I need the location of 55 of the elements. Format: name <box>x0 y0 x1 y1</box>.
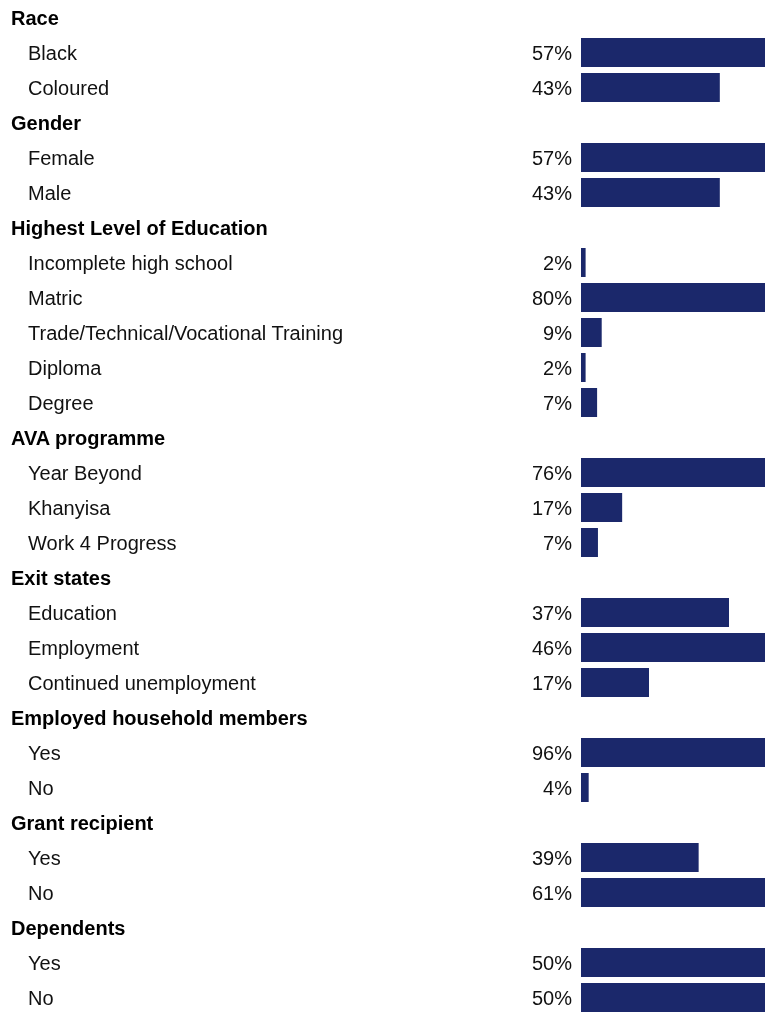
data-label: 17% <box>531 496 573 519</box>
y-tick-label: Female <box>28 146 95 169</box>
data-label: 57% <box>531 41 573 64</box>
data-label: 7% <box>543 531 573 554</box>
text: Dependents <box>11 916 126 939</box>
y-tick-label: Yes <box>28 741 61 764</box>
data-label: 17% <box>531 671 573 694</box>
data-label: 43% <box>531 76 573 99</box>
data-label: 2% <box>543 356 573 379</box>
y-tick-label: Khanyisa <box>28 496 112 519</box>
y-tick-label: Education <box>28 601 117 624</box>
y-tick-label: Coloured <box>28 76 110 99</box>
y-tick-label: No <box>28 776 54 799</box>
bar <box>581 248 586 277</box>
y-tick-label: Male <box>28 181 72 204</box>
bar <box>581 353 586 382</box>
data-label: 57% <box>531 146 573 169</box>
text: Grant recipient <box>11 811 154 834</box>
text: Gender <box>11 111 82 134</box>
data-label: 80% <box>531 286 573 309</box>
text: Exit states <box>11 566 112 589</box>
text: Race <box>11 6 59 29</box>
text: Highest Level of Education <box>11 216 268 239</box>
y-tick-label: Year Beyond <box>28 461 142 484</box>
y-tick-label: Diploma <box>28 356 103 379</box>
bar <box>581 283 765 312</box>
y-tick-label: Matric <box>28 286 83 309</box>
bar <box>581 388 598 417</box>
text: AVA programme <box>11 426 166 449</box>
data-label: 96% <box>531 741 573 764</box>
data-label: 39% <box>531 846 573 869</box>
y-tick-label: Black <box>28 41 78 64</box>
text: Employed household members <box>11 706 308 729</box>
data-label: 4% <box>543 776 573 799</box>
data-label: 50% <box>531 986 573 1009</box>
bar <box>581 318 602 347</box>
data-label: 2% <box>543 251 573 274</box>
y-tick-label: Continued unemployment <box>28 671 257 694</box>
data-label: 7% <box>543 391 573 414</box>
y-tick-label: Trade/Technical/Vocational Training <box>28 321 343 344</box>
y-tick-label: Work 4 Progress <box>28 531 177 554</box>
data-label: 76% <box>531 461 573 484</box>
y-tick-label: Yes <box>28 846 61 869</box>
y-tick-label: Yes <box>28 951 61 974</box>
y-tick-label: Employment <box>28 636 140 659</box>
data-label: 9% <box>543 321 573 344</box>
data-label: 37% <box>531 601 573 624</box>
data-label: 46% <box>531 636 573 659</box>
data-label: 43% <box>531 181 573 204</box>
data-label: 61% <box>531 881 573 904</box>
y-tick-label: Degree <box>28 391 94 414</box>
y-tick-label: No <box>28 986 54 1009</box>
y-tick-label: No <box>28 881 54 904</box>
data-label: 50% <box>531 951 573 974</box>
y-tick-label: Incomplete high school <box>28 251 233 274</box>
